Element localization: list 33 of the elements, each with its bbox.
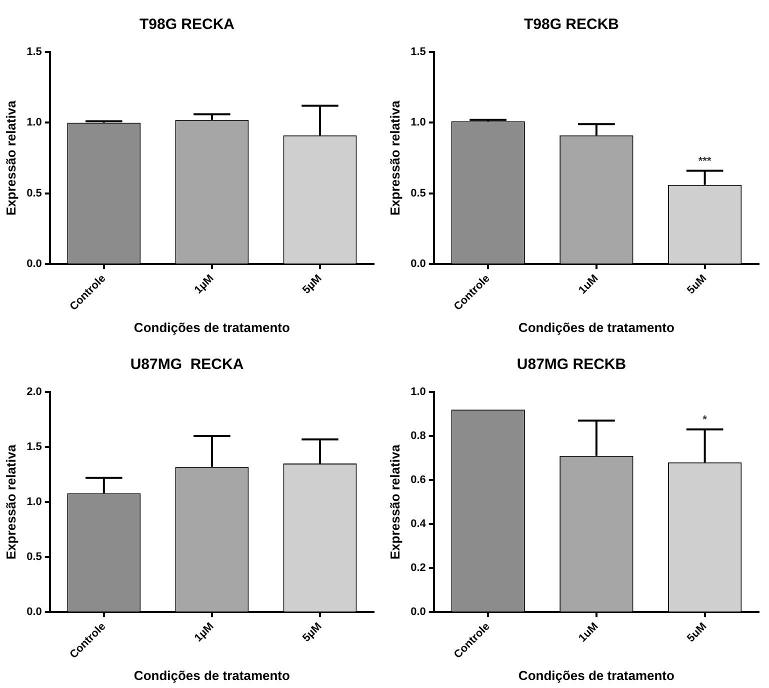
chart-title: T98G RECKB — [524, 16, 620, 34]
y-tick-label: 0.0 — [26, 606, 42, 618]
y-tick-label: 0.4 — [410, 518, 427, 530]
y-tick-label: 1.5 — [26, 46, 42, 58]
y-tick-label: 1.5 — [26, 441, 42, 454]
y-tick-label: 0.0 — [410, 258, 426, 270]
x-axis-title: Condições de tratamento — [518, 668, 675, 683]
y-tick-label: 1.0 — [26, 116, 42, 129]
y-tick-label: 0.5 — [26, 187, 42, 200]
x-axis-title: Condições de tratamento — [134, 668, 290, 683]
annotation: * — [702, 414, 708, 426]
chart-title: T98G RECKA — [139, 16, 235, 34]
y-tick-label: 0.8 — [410, 430, 426, 442]
annotation: *** — [698, 155, 712, 168]
y-axis-title: Expressão relativa — [387, 100, 402, 216]
y-tick-label: 1.0 — [26, 496, 42, 508]
chart-title: U87MG RECKB — [516, 356, 626, 374]
y-axis-title: Expressão relativa — [3, 444, 18, 560]
y-axis-title: Expressão relativa — [387, 444, 402, 560]
y-tick-label: 0.6 — [410, 474, 426, 486]
x-axis-title: Condições de tratamento — [518, 320, 675, 335]
y-axis-title: Expressão relativa — [3, 100, 18, 216]
y-tick-label: 1.0 — [410, 116, 426, 129]
y-tick-label: 0.5 — [26, 551, 42, 564]
y-tick-label: 0.5 — [410, 187, 426, 200]
y-tick-label: 0.0 — [26, 258, 42, 270]
x-axis-title: Condições de tratamento — [134, 320, 290, 335]
y-tick-label: 0.2 — [410, 562, 426, 574]
y-tick-label: 1.5 — [410, 46, 426, 58]
chart-title: U87MG RECKA — [130, 356, 244, 374]
y-tick-label: 0.0 — [410, 606, 426, 618]
y-tick-label: 2.0 — [26, 386, 42, 398]
y-tick-label: 1.0 — [410, 386, 426, 398]
